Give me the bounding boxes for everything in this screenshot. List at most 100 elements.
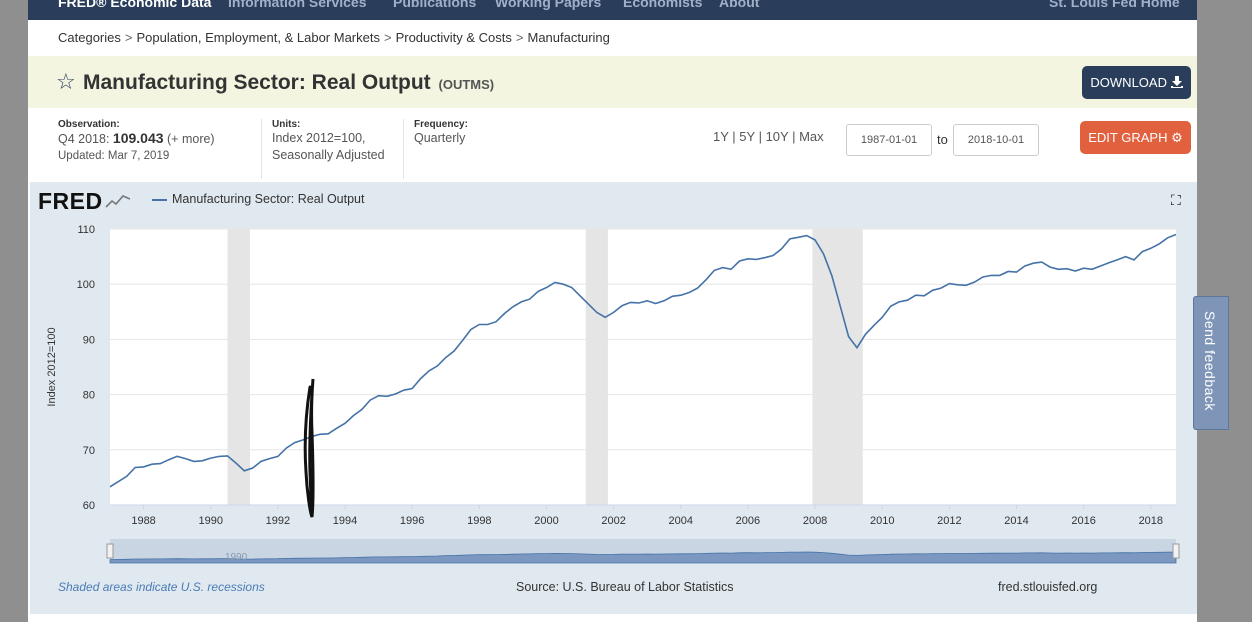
series-line bbox=[109, 233, 1177, 488]
observation-label: Observation: bbox=[58, 119, 120, 130]
x-tick-label: 2014 bbox=[1004, 515, 1028, 527]
fred-logo-text: FRED bbox=[38, 188, 103, 214]
breadcrumb-separator: > bbox=[515, 30, 524, 45]
more-link[interactable]: (+ more) bbox=[167, 132, 215, 146]
x-tick-label: 2016 bbox=[1071, 515, 1095, 527]
chart-legend: Manufacturing Sector: Real Output bbox=[152, 192, 364, 206]
breadcrumb-categories[interactable]: Categories bbox=[58, 30, 121, 45]
x-tick-label: 2008 bbox=[803, 515, 827, 527]
to-label: to bbox=[937, 132, 948, 147]
range-5y[interactable]: 5Y bbox=[739, 129, 755, 144]
y-tick-label: 60 bbox=[83, 500, 95, 512]
breadcrumb-population[interactable]: Population, Employment, & Labor Markets bbox=[136, 30, 380, 45]
nav-about[interactable]: About bbox=[719, 0, 760, 10]
units-label: Units: bbox=[272, 119, 301, 130]
units-value-line1: Index 2012=100, bbox=[272, 131, 366, 145]
star-icon[interactable]: ☆ bbox=[56, 69, 76, 94]
updated-date: Updated: Mar 7, 2019 bbox=[58, 150, 170, 162]
x-tick-label: 2002 bbox=[601, 515, 625, 527]
x-tick-label: 2010 bbox=[870, 515, 894, 527]
fred-logo: FRED bbox=[38, 188, 131, 215]
chart: 60 70 80 90 100 110 1988 1990 1992 1994 1996 1998 2… bbox=[46, 224, 1180, 564]
x-tick-label: 2000 bbox=[534, 515, 558, 527]
x-tick-label: 1998 bbox=[467, 515, 491, 527]
chart-logo-icon bbox=[105, 195, 130, 208]
nav-economists[interactable]: Economists bbox=[623, 0, 703, 10]
x-tick-label: 2004 bbox=[669, 515, 693, 527]
recession-band bbox=[227, 229, 251, 505]
y-axis: 60 70 80 90 100 110 bbox=[77, 224, 95, 512]
fullscreen-icon[interactable]: ⛶ bbox=[1171, 192, 1181, 208]
graph-panel: 60 70 80 90 100 110 1988 1990 1992 1994 1996 1998 2… bbox=[30, 182, 1197, 614]
navigator-label: 1990 bbox=[225, 552, 248, 563]
series-id: (OUTMS) bbox=[438, 77, 495, 92]
breadcrumb-productivity[interactable]: Productivity & Costs bbox=[395, 30, 512, 45]
observation-period: Q4 2018: bbox=[58, 132, 110, 146]
x-tick-label: 2018 bbox=[1139, 515, 1163, 527]
y-tick-label: 110 bbox=[77, 224, 95, 236]
observation-value: 109.043 bbox=[112, 130, 164, 146]
observation-block: Observation: Q4 2018: 109.043 (+ more) U… bbox=[58, 119, 248, 179]
breadcrumb-separator: > bbox=[124, 30, 133, 45]
x-axis: 1988 1990 1992 1994 1996 1998 2000 2002 2004 2006… bbox=[131, 505, 1163, 527]
download-label: DOWNLOAD bbox=[1090, 75, 1167, 90]
breadcrumb-manufacturing[interactable]: Manufacturing bbox=[527, 30, 610, 45]
recession-bands bbox=[227, 229, 863, 505]
site-url: fred.stlouisfed.org bbox=[998, 580, 1098, 594]
nav-working-papers[interactable]: Working Papers bbox=[495, 0, 602, 10]
legend-label: Manufacturing Sector: Real Output bbox=[172, 192, 365, 206]
x-tick-label: 1996 bbox=[400, 515, 424, 527]
nav-st-louis-fed-home[interactable]: St. Louis Fed Home bbox=[1049, 0, 1180, 10]
range-navigator[interactable]: 1990 bbox=[106, 539, 1180, 564]
frequency-value: Quarterly bbox=[414, 131, 466, 145]
units-value-line2: Seasonally Adjusted bbox=[272, 148, 385, 162]
x-tick-label: 2012 bbox=[937, 515, 961, 527]
navigator-area bbox=[109, 551, 1177, 564]
edit-graph-label: EDIT GRAPH bbox=[1088, 130, 1168, 145]
units-block: Units: Index 2012=100, Seasonally Adjust… bbox=[261, 119, 403, 179]
page: FRED® Economic Data Information Services… bbox=[28, 0, 1197, 622]
y-axis-label: Index 2012=100 bbox=[46, 327, 58, 406]
range-10y[interactable]: 10Y bbox=[765, 129, 789, 144]
range-max[interactable]: Max bbox=[799, 129, 824, 144]
breadcrumb-separator: > bbox=[383, 30, 392, 45]
x-tick-label: 1992 bbox=[266, 515, 290, 527]
series-metadata: Observation: Q4 2018: 109.043 (+ more) U… bbox=[28, 112, 1197, 180]
nav-publications[interactable]: Publications bbox=[393, 0, 477, 10]
download-button[interactable]: DOWNLOAD bbox=[1082, 66, 1191, 99]
annotation-scribble bbox=[303, 378, 315, 518]
date-range-shortcuts: 1Y | 5Y | 10Y | Max bbox=[713, 129, 824, 144]
source-note: Source: U.S. Bureau of Labor Statistics bbox=[516, 580, 734, 594]
grid-lines bbox=[110, 228, 1176, 506]
end-date-input[interactable]: 2018-10-01 bbox=[953, 124, 1039, 156]
recession-band bbox=[585, 229, 608, 505]
top-navigation: FRED® Economic Data Information Services… bbox=[28, 0, 1197, 20]
plot-background bbox=[110, 229, 1176, 505]
y-tick-label: 70 bbox=[83, 445, 95, 457]
legend-swatch bbox=[152, 198, 167, 201]
x-tick-label: 1988 bbox=[131, 515, 155, 527]
x-tick-label: 1990 bbox=[198, 515, 222, 527]
x-tick-label: 1994 bbox=[333, 515, 357, 527]
send-feedback-button[interactable]: Send feedback bbox=[1193, 296, 1229, 430]
download-icon bbox=[1170, 76, 1183, 88]
range-1y[interactable]: 1Y bbox=[713, 129, 729, 144]
y-tick-label: 90 bbox=[83, 334, 95, 346]
recession-note[interactable]: Shaded areas indicate U.S. recessions bbox=[58, 580, 265, 594]
frequency-block: Frequency: Quarterly bbox=[403, 119, 483, 179]
gear-icon: ⚙ bbox=[1171, 130, 1183, 145]
series-header: ☆ Manufacturing Sector: Real Output (OUT… bbox=[28, 56, 1197, 108]
edit-graph-button[interactable]: EDIT GRAPH ⚙ bbox=[1080, 121, 1191, 154]
fred-brand-link[interactable]: FRED® Economic Data bbox=[58, 0, 212, 10]
x-tick-label: 2006 bbox=[736, 515, 760, 527]
navigator-right-handle[interactable] bbox=[1172, 543, 1180, 559]
series-title: Manufacturing Sector: Real Output bbox=[83, 71, 431, 94]
breadcrumb: Categories > Population, Employment, & Lab… bbox=[58, 30, 610, 45]
y-tick-label: 80 bbox=[83, 390, 95, 402]
recession-band bbox=[812, 229, 863, 505]
start-date-input[interactable]: 1987-01-01 bbox=[846, 124, 932, 156]
page-title: Manufacturing Sector: Real Output (OUTMS… bbox=[83, 71, 494, 95]
nav-information-services[interactable]: Information Services bbox=[228, 0, 367, 10]
navigator-left-handle[interactable] bbox=[106, 543, 114, 559]
y-tick-label: 100 bbox=[77, 279, 95, 291]
